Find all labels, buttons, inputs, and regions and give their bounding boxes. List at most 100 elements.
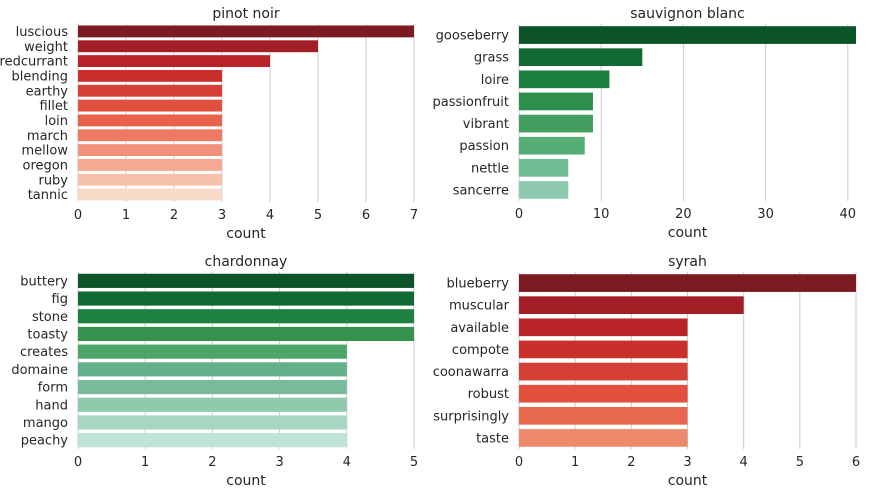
category-label: taste xyxy=(476,431,509,446)
bar-passionfruit xyxy=(519,92,593,111)
category-label: creates xyxy=(20,345,68,360)
x-tick-label: 0 xyxy=(515,207,523,222)
x-axis-label: count xyxy=(668,473,708,489)
category-label: muscular xyxy=(449,299,510,314)
category-label: nettle xyxy=(471,161,509,176)
bar-nettle xyxy=(519,158,569,177)
panel-1: 0 10 20 30 40 gooseberry grass loire passionfrui… xyxy=(433,6,857,241)
category-label: vibrant xyxy=(463,117,509,132)
x-tick-label: 4 xyxy=(343,455,351,470)
category-label: blueberry xyxy=(446,277,509,292)
bar-hand xyxy=(78,397,347,412)
bar-tannic xyxy=(78,188,222,201)
category-label: sancerre xyxy=(453,183,509,198)
panel-title: pinot noir xyxy=(212,6,279,22)
x-tick-label: 40 xyxy=(840,207,857,222)
category-label: tannic xyxy=(28,188,68,203)
bar-luscious xyxy=(78,25,414,38)
bar-blueberry xyxy=(519,274,856,292)
category-label: blending xyxy=(12,69,68,84)
x-axis-label: count xyxy=(668,225,708,241)
x-tick-label: 4 xyxy=(266,208,274,223)
bar-weight xyxy=(78,40,318,53)
x-tick-label: 30 xyxy=(757,207,774,222)
x-tick-label: 3 xyxy=(218,208,226,223)
x-axis-label: count xyxy=(226,473,266,489)
category-label: domaine xyxy=(11,363,68,378)
category-label: march xyxy=(27,129,68,144)
x-tick-label: 1 xyxy=(141,455,149,470)
x-tick-label: 7 xyxy=(410,208,418,223)
bar-oregon xyxy=(78,158,222,171)
bar-loin xyxy=(78,114,222,127)
category-label: loin xyxy=(45,114,68,129)
x-tick-label: 20 xyxy=(675,207,692,222)
category-label: mellow xyxy=(22,144,69,159)
category-label: grass xyxy=(474,51,509,66)
bar-redcurrant xyxy=(78,55,270,68)
category-label: compote xyxy=(452,343,509,358)
category-label: toasty xyxy=(27,327,68,342)
x-tick-label: 0 xyxy=(515,455,523,470)
category-label: oregon xyxy=(23,158,68,173)
category-label: ruby xyxy=(38,173,68,188)
bar-peachy xyxy=(78,433,347,448)
category-label: earthy xyxy=(26,84,69,99)
category-label: gooseberry xyxy=(436,29,510,44)
x-tick-label: 4 xyxy=(740,455,748,470)
category-label: peachy xyxy=(21,434,69,449)
panel-title: sauvignon blanc xyxy=(630,6,745,22)
bar-grass xyxy=(519,48,643,67)
bar-fillet xyxy=(78,99,222,112)
x-tick-label: 2 xyxy=(627,455,635,470)
panel-3: 0 1 2 3 4 5 6 blueberry muscular available compote… xyxy=(433,254,860,489)
x-tick-label: 5 xyxy=(410,455,418,470)
bar-available xyxy=(519,318,688,337)
bar-toasty xyxy=(78,326,414,342)
bar-blending xyxy=(78,69,222,82)
bar-creates xyxy=(78,344,347,359)
x-tick-label: 1 xyxy=(122,208,130,223)
category-label: passion xyxy=(459,139,509,154)
category-label: weight xyxy=(24,40,68,55)
category-label: coonawarra xyxy=(433,365,509,380)
category-label: hand xyxy=(35,398,68,413)
bar-taste xyxy=(519,429,688,447)
panel-title: syrah xyxy=(668,254,707,270)
bar-ruby xyxy=(78,173,222,186)
x-tick-label: 2 xyxy=(208,455,216,470)
category-label: stone xyxy=(32,310,68,325)
bar-vibrant xyxy=(519,114,593,133)
x-tick-label: 2 xyxy=(170,208,178,223)
bar-fig xyxy=(78,291,414,306)
bar-surprisingly xyxy=(519,406,688,425)
category-label: mango xyxy=(23,416,68,431)
category-label: fillet xyxy=(39,99,68,114)
category-label: fig xyxy=(52,292,68,307)
bar-form xyxy=(78,379,347,395)
bar-compote xyxy=(519,340,688,359)
bar-muscular xyxy=(519,296,744,315)
bar-loire xyxy=(519,70,610,89)
bar-mellow xyxy=(78,144,222,157)
x-tick-label: 6 xyxy=(362,208,370,223)
category-label: surprisingly xyxy=(433,409,509,424)
bar-march xyxy=(78,129,222,142)
category-label: available xyxy=(450,321,509,336)
bar-gooseberry xyxy=(519,26,856,44)
x-tick-label: 5 xyxy=(314,208,322,223)
x-tick-label: 1 xyxy=(571,455,579,470)
category-label: passionfruit xyxy=(433,95,509,110)
x-tick-label: 5 xyxy=(796,455,804,470)
category-label: buttery xyxy=(20,274,68,289)
bar-earthy xyxy=(78,84,222,97)
bar-coonawarra xyxy=(519,362,688,381)
panel-0: 0 1 2 3 4 5 6 7 lusciousweightredcurrantblending… xyxy=(0,6,418,242)
bar-domaine xyxy=(78,362,347,377)
x-tick-label: 0 xyxy=(74,208,82,223)
category-label: loire xyxy=(481,73,509,88)
bar-stone xyxy=(78,309,414,324)
x-axis-label: count xyxy=(226,226,266,242)
bar-buttery xyxy=(78,273,414,288)
category-label: luscious xyxy=(16,25,69,40)
